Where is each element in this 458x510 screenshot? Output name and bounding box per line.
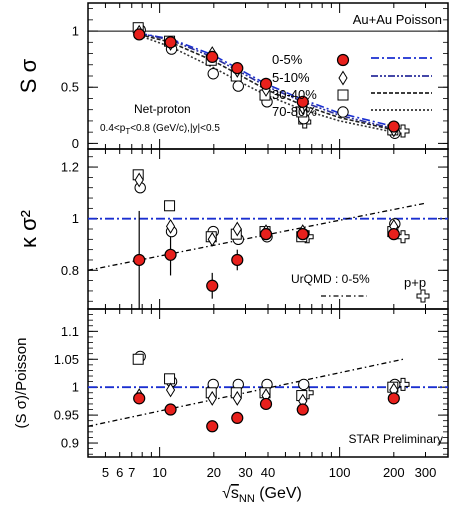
data-point [298,378,310,391]
data-point [133,253,146,267]
y-tick-label: 1.1 [61,324,79,339]
y-axis-label: (S σ)/Poisson [13,338,30,429]
x-axis-label: √sNN (GeV) [222,485,302,505]
data-point [232,390,242,406]
panel1-particle-label: Net-proton [134,102,191,116]
legend-marker [336,53,350,67]
y-tick-label: 0.95 [54,408,79,423]
x-tick-label: 10 [152,465,166,480]
x-label-sub: NN [239,493,255,505]
panel-s-sigma [88,22,448,139]
data-point [231,411,244,425]
data-point [296,228,309,241]
text-layer: Au+Au Poisson Net-proton 0.4<pT<0.8 (GeV… [13,12,443,505]
data-point [206,279,219,292]
data-point [259,77,273,90]
data-point [296,403,309,416]
x-tick-label: 200 [383,465,405,480]
data-point [296,95,309,108]
data-point [387,392,400,405]
poisson-curve [139,32,394,130]
data-point [206,420,219,433]
data-point [259,228,273,241]
data-point [387,120,400,133]
panel2-pp-label: p+p [404,275,426,290]
y-tick-label: 1.05 [54,352,79,367]
y-tick-label: 0.9 [61,436,79,451]
data-point [164,248,177,261]
legend-label: 70-80% [272,104,317,119]
y-tick-label: 1 [72,380,79,395]
y-axis-label: S σ [16,58,41,93]
legend-label: 30-40% [272,87,317,102]
legend: 0-5% 5-10% 30-40% 70-80% [272,52,432,119]
poisson-curve [139,32,394,128]
legend-label: 5-10% [272,70,310,85]
x-label-unit: (GeV) [255,485,302,502]
data-point [232,80,244,92]
x-tick-label: 40 [261,465,275,480]
data-point [165,382,176,398]
panel3-preliminary-label: STAR Preliminary [349,432,443,446]
x-tick-label: 6 [116,465,123,480]
data-point [231,253,244,267]
poisson-curve [139,33,394,131]
x-tick-label: 30 [238,465,252,480]
y-tick-label: 0.5 [61,80,79,95]
x-tick-label: 5 [102,465,109,480]
y-tick-label: 0 [72,136,79,151]
y-tick-label: 1 [72,211,79,226]
y-tick-label: 0.8 [61,263,79,278]
data-point [232,221,242,237]
data-point [207,68,219,80]
x-tick-label: 100 [329,465,351,480]
cuts-part: 0.4<p [100,123,126,134]
pp-legend-marker [416,289,430,303]
data-point [134,172,144,188]
x-label-s: s [231,485,239,502]
data-point [132,353,144,365]
x-tick-label: 20 [207,465,221,480]
y-axis-label: κ σ² [16,210,41,248]
y-tick-label: 1.2 [61,160,79,175]
legend-label: 0-5% [272,52,303,67]
panel-kappa-sigma2 [87,169,448,309]
data-point [387,228,400,241]
panel1-cuts-label: 0.4<pT<0.8 (GeV/c),|y|<0.5 [100,123,220,136]
cuts-sub: T [125,127,130,136]
data-point [164,403,177,416]
data-point [133,28,146,41]
data-point [231,62,244,75]
legend-marker [338,70,348,86]
y-tick-label: 1 [72,24,79,39]
data-layer [87,22,448,433]
data-point [164,373,176,385]
panel-frames [87,2,449,458]
legend-marker [337,89,349,101]
x-label-root: √ [222,485,231,502]
cuts-part: <0.8 (GeV/c),|y|<0.5 [130,123,220,134]
data-point [165,218,176,234]
x-tick-label: 300 [415,465,437,480]
data-point [164,36,177,49]
poisson-curve [138,34,394,133]
panel2-urqmd-label: UrQMD : 0-5% [291,272,370,286]
data-point [207,390,217,406]
urqmd-line [87,358,404,427]
legend-marker [337,106,349,118]
data-point [206,50,219,64]
x-tick-label: 7 [128,465,135,480]
data-point [207,231,217,247]
data-point [164,200,176,212]
panel1-system-label: Au+Au Poisson [353,12,442,27]
data-point [259,397,273,411]
data-point [133,392,146,405]
panel-s-sigma-over-poisson [87,350,448,433]
